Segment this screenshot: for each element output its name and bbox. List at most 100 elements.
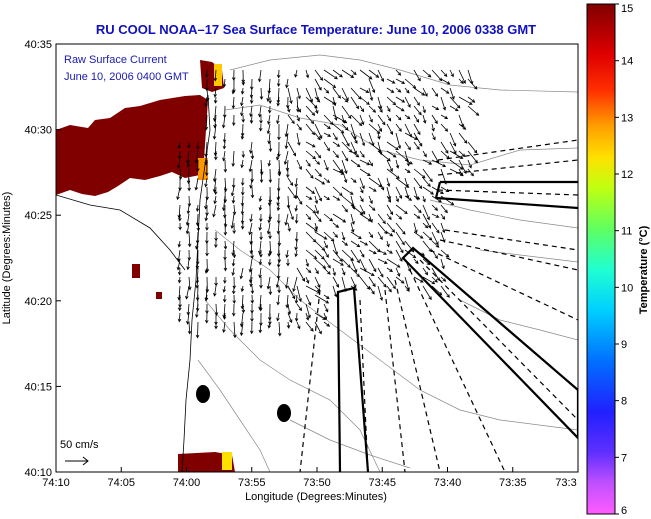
current-vector bbox=[386, 231, 394, 237]
colorbar-tick-label: 7 bbox=[621, 452, 627, 464]
current-vector bbox=[323, 267, 331, 275]
current-vector bbox=[404, 132, 418, 140]
current-vector bbox=[323, 294, 330, 300]
current-vector bbox=[194, 150, 199, 164]
current-vector bbox=[223, 258, 228, 272]
current-vector bbox=[431, 213, 440, 218]
current-vector bbox=[176, 258, 181, 271]
current-vector bbox=[305, 69, 310, 79]
current-vector bbox=[413, 123, 421, 136]
x-tick-label: 73:50 bbox=[303, 477, 331, 489]
current-vector bbox=[305, 321, 314, 332]
current-vector bbox=[276, 312, 280, 322]
current-vector bbox=[431, 222, 440, 234]
current-vector bbox=[386, 195, 392, 203]
current-vector bbox=[395, 231, 405, 246]
warm-patch-2 bbox=[222, 452, 232, 470]
current-vector bbox=[440, 213, 446, 220]
current-vector bbox=[286, 105, 291, 113]
current-vector bbox=[341, 132, 350, 147]
x-tick-label: 73:35 bbox=[499, 477, 527, 489]
current-vector bbox=[305, 294, 312, 306]
current-vector bbox=[249, 114, 254, 124]
current-vector bbox=[404, 285, 410, 292]
current-vector bbox=[341, 150, 349, 162]
current-vector bbox=[467, 105, 480, 116]
current-vector bbox=[249, 276, 253, 288]
current-vector bbox=[305, 186, 316, 195]
current-vector bbox=[368, 78, 376, 94]
current-vector bbox=[323, 312, 328, 321]
current-vector bbox=[177, 303, 182, 312]
current-vector bbox=[431, 267, 440, 282]
current-vector bbox=[368, 231, 374, 239]
current-vector bbox=[422, 114, 427, 124]
current-vector bbox=[458, 78, 464, 84]
current-vector bbox=[467, 159, 472, 169]
current-vector bbox=[185, 222, 190, 235]
current-vector bbox=[294, 249, 298, 258]
current-vector bbox=[368, 87, 374, 102]
current-vector bbox=[259, 231, 263, 241]
current-vector bbox=[413, 168, 426, 179]
current-vector bbox=[267, 132, 271, 145]
current-vector bbox=[296, 114, 300, 122]
current-vector bbox=[240, 213, 245, 225]
current-vector bbox=[231, 285, 236, 295]
current-vector bbox=[214, 231, 218, 242]
current-vector bbox=[368, 258, 377, 273]
current-vector bbox=[386, 150, 397, 158]
current-vector bbox=[250, 249, 254, 260]
current-vector bbox=[186, 159, 191, 168]
current-vector bbox=[268, 168, 273, 184]
current-vector bbox=[305, 267, 312, 274]
current-vector bbox=[386, 177, 391, 188]
current-vector bbox=[195, 204, 200, 213]
current-vector bbox=[350, 213, 355, 225]
current-vector bbox=[413, 105, 422, 116]
current-vector bbox=[341, 168, 348, 184]
current-vector bbox=[422, 69, 432, 78]
current-vector bbox=[386, 78, 396, 84]
current-vector bbox=[395, 195, 399, 203]
current-vector bbox=[305, 168, 314, 179]
current-vector bbox=[395, 87, 402, 93]
current-vector bbox=[231, 303, 236, 317]
current-vector bbox=[186, 258, 190, 271]
current-vector bbox=[204, 96, 208, 108]
y-tick-label: 40:30 bbox=[24, 125, 52, 137]
current-vector bbox=[277, 123, 281, 141]
current-vector bbox=[386, 87, 395, 93]
current-vector bbox=[240, 195, 245, 207]
current-vector bbox=[359, 132, 366, 147]
current-vector bbox=[350, 96, 360, 110]
current-vector bbox=[231, 195, 236, 204]
current-vector bbox=[305, 159, 311, 167]
buoy-marker-2 bbox=[277, 404, 291, 422]
current-vector bbox=[240, 285, 245, 293]
current-vector bbox=[205, 69, 209, 78]
current-vector bbox=[386, 213, 392, 221]
current-vector bbox=[458, 123, 467, 130]
current-vector bbox=[258, 258, 263, 266]
current-vector bbox=[314, 132, 321, 141]
current-vector bbox=[259, 303, 263, 312]
colorbar-tick-label: 14 bbox=[621, 56, 633, 68]
current-vector bbox=[404, 114, 411, 120]
legend-date-label: June 10, 2006 0400 GMT bbox=[64, 71, 189, 83]
current-vector bbox=[186, 168, 191, 185]
current-vector bbox=[185, 213, 190, 227]
x-tick-label: 74:10 bbox=[42, 477, 70, 489]
colorbar-tick-label: 11 bbox=[621, 226, 632, 238]
current-vector bbox=[440, 285, 450, 298]
current-vector bbox=[332, 132, 338, 141]
current-vector bbox=[259, 249, 263, 258]
y-tick-label: 40:15 bbox=[24, 381, 52, 393]
current-vector bbox=[332, 141, 341, 147]
current-vector bbox=[314, 294, 330, 304]
current-vector bbox=[196, 141, 200, 151]
current-vector bbox=[350, 150, 360, 158]
current-vector bbox=[187, 249, 192, 261]
current-vector bbox=[232, 114, 236, 127]
current-vector bbox=[377, 114, 386, 126]
